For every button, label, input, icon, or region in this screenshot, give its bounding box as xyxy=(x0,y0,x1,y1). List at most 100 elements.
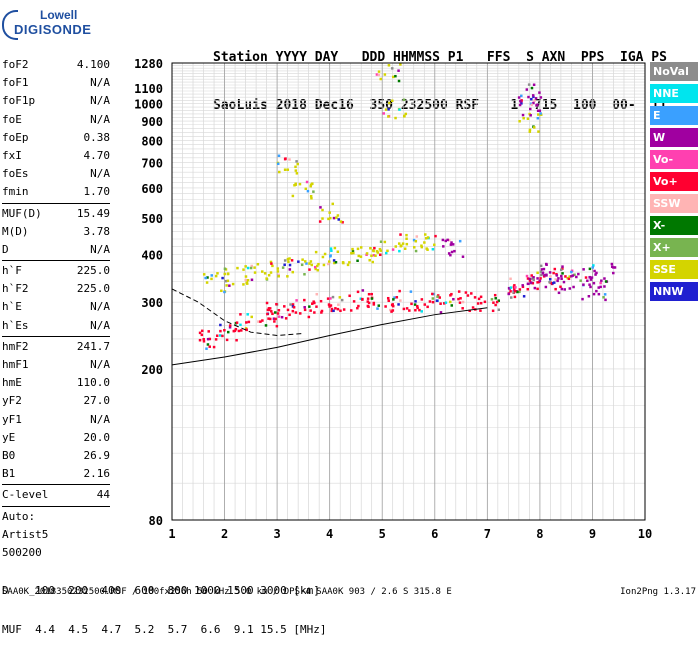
param-row: foE N/A xyxy=(2,111,110,129)
data-point xyxy=(530,103,533,107)
data-point xyxy=(379,249,383,252)
data-point xyxy=(235,321,239,324)
data-point xyxy=(451,243,455,246)
param-value: 26.9 xyxy=(83,448,111,462)
data-point xyxy=(391,304,395,308)
data-point xyxy=(392,75,395,79)
legend-item-sse: SSE xyxy=(650,260,698,279)
data-point xyxy=(439,302,442,305)
param-name: C-level xyxy=(2,488,49,502)
data-point xyxy=(357,304,360,308)
data-point xyxy=(434,234,437,238)
param-value: 44 xyxy=(96,488,110,502)
data-point xyxy=(267,317,270,320)
data-point xyxy=(544,285,548,289)
data-point xyxy=(588,267,592,271)
data-point xyxy=(226,330,230,334)
data-point xyxy=(333,246,337,250)
data-point xyxy=(536,116,540,120)
data-point xyxy=(287,260,290,263)
data-point xyxy=(244,327,248,330)
data-point xyxy=(525,274,529,278)
data-point xyxy=(497,308,500,311)
data-point xyxy=(268,307,272,310)
data-point xyxy=(420,298,424,301)
data-point xyxy=(595,289,598,293)
param-value: 20.0 xyxy=(83,430,111,444)
data-point xyxy=(479,309,482,312)
data-point xyxy=(426,236,430,239)
param-value: N/A xyxy=(90,358,110,371)
data-point xyxy=(372,303,376,306)
param-name: h`F xyxy=(2,264,22,278)
data-point xyxy=(553,281,556,284)
data-point xyxy=(560,287,564,291)
data-point xyxy=(250,315,253,319)
data-point xyxy=(224,279,228,283)
data-point xyxy=(397,69,400,72)
data-point xyxy=(329,297,332,300)
data-point xyxy=(573,273,576,277)
data-point xyxy=(433,243,436,247)
y-tick-label: 600 xyxy=(141,182,163,196)
data-point xyxy=(215,334,219,337)
data-point xyxy=(247,320,251,324)
param-value: 110.0 xyxy=(76,376,110,390)
x-tick-label: 4 xyxy=(326,527,333,541)
data-point xyxy=(236,266,239,270)
data-point xyxy=(265,301,269,305)
data-point xyxy=(357,254,361,258)
param-value: N/A xyxy=(90,412,110,426)
data-point xyxy=(290,259,294,262)
data-point xyxy=(539,264,543,268)
data-point xyxy=(568,275,571,278)
data-point xyxy=(317,262,320,266)
data-point xyxy=(536,109,540,113)
data-point xyxy=(295,172,299,175)
data-point xyxy=(309,260,313,263)
data-point xyxy=(540,273,543,277)
data-point xyxy=(536,271,539,275)
data-point xyxy=(334,261,338,264)
polarization-legend: NoVal NNE E W Vo- Vo+ SSW X- X+ SSE NNW xyxy=(650,62,698,304)
data-point xyxy=(200,333,204,337)
data-point xyxy=(464,291,468,294)
data-point xyxy=(379,77,383,81)
data-point xyxy=(544,262,548,266)
data-point xyxy=(351,249,355,253)
data-point xyxy=(267,273,271,277)
data-point xyxy=(216,272,219,275)
data-point xyxy=(310,263,314,267)
data-point xyxy=(563,288,566,291)
data-point xyxy=(315,305,318,308)
param-name: D xyxy=(2,242,9,256)
data-point xyxy=(379,253,382,257)
data-point xyxy=(453,249,456,253)
data-point xyxy=(494,297,497,300)
data-point xyxy=(340,298,344,302)
data-point xyxy=(369,246,372,250)
data-point xyxy=(520,94,523,98)
data-point xyxy=(394,116,397,120)
data-point xyxy=(332,309,335,313)
data-point xyxy=(613,266,617,269)
legend-item-e: E xyxy=(650,106,698,125)
data-point xyxy=(461,300,465,304)
data-point xyxy=(309,184,312,188)
data-point xyxy=(274,311,277,314)
data-point xyxy=(277,154,281,158)
data-point xyxy=(244,265,247,268)
data-point xyxy=(390,310,393,313)
y-tick-label: 200 xyxy=(141,363,163,377)
param-name: hmF1 xyxy=(2,358,29,371)
param-separator xyxy=(2,202,110,204)
data-point xyxy=(288,257,291,260)
data-point xyxy=(518,119,521,123)
data-point xyxy=(527,95,530,99)
data-point xyxy=(383,240,387,244)
data-point xyxy=(588,275,591,279)
data-point xyxy=(590,276,594,279)
data-point xyxy=(228,326,232,329)
data-point xyxy=(210,277,213,281)
data-point xyxy=(270,262,273,265)
